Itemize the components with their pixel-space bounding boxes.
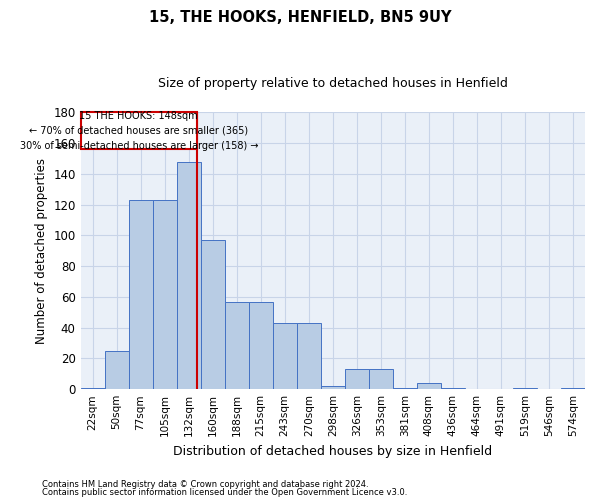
- Bar: [417, 383, 441, 389]
- Bar: [561, 388, 585, 389]
- Bar: [441, 388, 465, 389]
- Bar: [321, 386, 345, 389]
- Y-axis label: Number of detached properties: Number of detached properties: [35, 158, 48, 344]
- Bar: [104, 351, 128, 389]
- Title: Size of property relative to detached houses in Henfield: Size of property relative to detached ho…: [158, 78, 508, 90]
- Bar: [393, 388, 417, 389]
- Bar: [297, 323, 321, 389]
- Text: 15 THE HOOKS: 148sqm
← 70% of detached houses are smaller (365)
30% of semi-deta: 15 THE HOOKS: 148sqm ← 70% of detached h…: [20, 111, 258, 150]
- Bar: [249, 302, 273, 389]
- Bar: [128, 200, 152, 389]
- Text: Contains HM Land Registry data © Crown copyright and database right 2024.: Contains HM Land Registry data © Crown c…: [42, 480, 368, 489]
- Bar: [152, 200, 176, 389]
- FancyBboxPatch shape: [80, 112, 197, 150]
- Bar: [200, 240, 224, 389]
- Text: 15, THE HOOKS, HENFIELD, BN5 9UY: 15, THE HOOKS, HENFIELD, BN5 9UY: [149, 10, 451, 25]
- Bar: [273, 323, 297, 389]
- X-axis label: Distribution of detached houses by size in Henfield: Distribution of detached houses by size …: [173, 444, 493, 458]
- Bar: [345, 369, 369, 389]
- Bar: [176, 162, 200, 389]
- Bar: [80, 388, 104, 389]
- Bar: [369, 369, 393, 389]
- Text: Contains public sector information licensed under the Open Government Licence v3: Contains public sector information licen…: [42, 488, 407, 497]
- Bar: [513, 388, 537, 389]
- Bar: [224, 302, 249, 389]
